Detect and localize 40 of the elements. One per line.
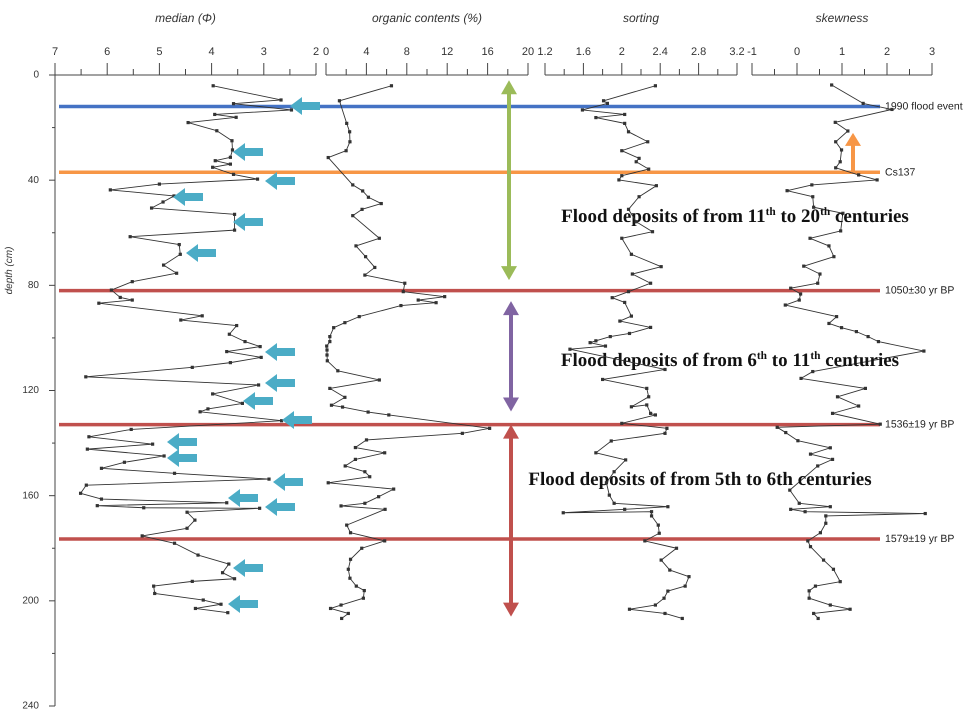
x-tick-label: 1.2 bbox=[537, 46, 553, 58]
x-tick-label: 2 bbox=[884, 46, 890, 58]
y-tick-label: 160 bbox=[22, 490, 40, 502]
x-tick-label: 2 bbox=[312, 46, 320, 58]
ref-line-label: 1536±19 yr BP bbox=[885, 418, 954, 430]
x-tick-label: 3 bbox=[928, 46, 936, 58]
y-tick-label: 240 bbox=[22, 700, 40, 711]
x-axis-title: sorting bbox=[622, 11, 660, 25]
y-tick-label: 200 bbox=[22, 595, 40, 606]
x-tick-label: 3 bbox=[260, 46, 267, 58]
x-tick-label: 0 bbox=[322, 46, 330, 58]
y-tick-label: 80 bbox=[28, 280, 40, 291]
x-tick-label: 8 bbox=[404, 46, 410, 58]
ref-line-label: 1050±30 yr BP bbox=[885, 284, 954, 296]
x-tick-label: 20 bbox=[522, 46, 534, 58]
x-tick-label: 6 bbox=[104, 46, 110, 58]
x-tick-label: 2.4 bbox=[652, 46, 668, 58]
x-tick-label: 2 bbox=[618, 46, 625, 58]
ref-line-label: 1990 flood event bbox=[885, 100, 963, 112]
x-tick-label: 5 bbox=[156, 46, 162, 58]
y-tick-label: 120 bbox=[22, 385, 40, 396]
y-axis-title: depth (cm) bbox=[4, 246, 15, 294]
x-tick-label: 1 bbox=[838, 46, 846, 58]
x-tick-label: 2.8 bbox=[690, 46, 706, 58]
x-tick-label: 12 bbox=[441, 46, 454, 58]
x-axis-title: median (Φ) bbox=[155, 11, 216, 25]
x-tick-label: -1 bbox=[747, 46, 757, 58]
y-tick-label: 0 bbox=[33, 70, 40, 81]
x-tick-label: 4 bbox=[208, 46, 215, 58]
x-tick-label: 3.2 bbox=[729, 46, 745, 58]
x-axis-title: skewness bbox=[816, 11, 868, 25]
x-axis-title: organic contents (%) bbox=[372, 11, 482, 25]
x-tick-label: 7 bbox=[52, 46, 58, 58]
x-tick-label: 1.6 bbox=[576, 46, 592, 58]
ref-line-label: 1579±19 yr BP bbox=[885, 532, 954, 545]
y-tick-label: 40 bbox=[28, 174, 40, 186]
ref-line-label: Cs137 bbox=[885, 166, 916, 178]
x-tick-label: 4 bbox=[363, 46, 370, 58]
x-tick-label: 0 bbox=[794, 46, 800, 58]
x-tick-label: 16 bbox=[481, 46, 494, 58]
